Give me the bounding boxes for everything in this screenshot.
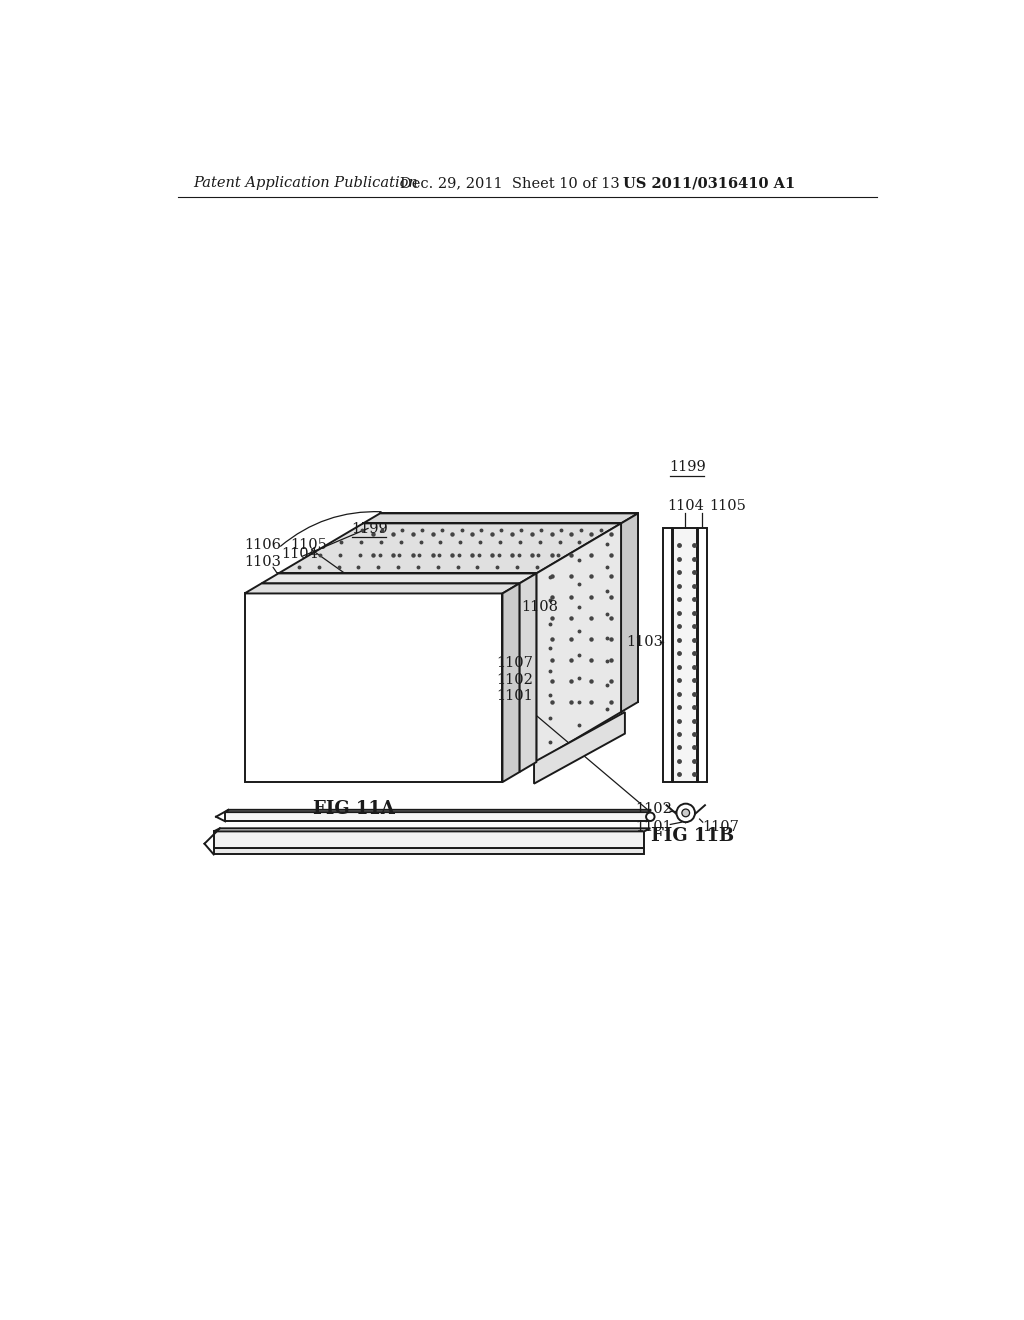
Text: 1107: 1107 [702,820,739,834]
Polygon shape [621,513,638,711]
Circle shape [677,804,695,822]
Text: 1101: 1101 [497,689,534,702]
Bar [664,528,672,781]
Polygon shape [537,524,621,762]
Text: Patent Application Publication: Patent Application Publication [194,176,419,190]
Circle shape [646,813,654,821]
Text: 1107: 1107 [497,656,534,669]
Text: FIG 11A: FIG 11A [313,800,395,818]
Text: 1102: 1102 [636,803,673,816]
Text: 1105: 1105 [291,539,328,552]
Polygon shape [214,829,650,832]
Text: US 2011/0316410 A1: US 2011/0316410 A1 [624,176,796,190]
Polygon shape [225,812,648,821]
Text: 1102: 1102 [497,673,534,686]
Circle shape [682,809,689,817]
Polygon shape [214,832,644,849]
Polygon shape [245,594,503,781]
Text: 1199: 1199 [669,461,706,474]
Text: 1199: 1199 [351,521,388,536]
Polygon shape [535,711,625,784]
Text: FIG 11B: FIG 11B [651,828,734,845]
Bar [698,528,707,781]
Polygon shape [261,573,537,583]
Text: 1104: 1104 [282,548,318,561]
Text: 1101: 1101 [636,820,673,834]
Text: 1105: 1105 [710,499,746,513]
Text: 1103: 1103 [245,554,282,569]
Text: 1106: 1106 [245,539,282,552]
Text: Dec. 29, 2011  Sheet 10 of 13: Dec. 29, 2011 Sheet 10 of 13 [400,176,620,190]
Polygon shape [245,583,519,594]
Polygon shape [380,513,638,702]
Polygon shape [364,524,621,711]
Polygon shape [364,513,638,524]
Polygon shape [503,583,519,781]
Polygon shape [279,573,537,762]
Text: 1108: 1108 [521,599,559,614]
Polygon shape [279,524,621,573]
Text: 1103: 1103 [627,635,664,649]
Polygon shape [225,810,651,812]
Text: 1104: 1104 [668,499,705,513]
Bar [674,528,696,781]
Polygon shape [519,573,537,772]
Polygon shape [214,849,644,854]
